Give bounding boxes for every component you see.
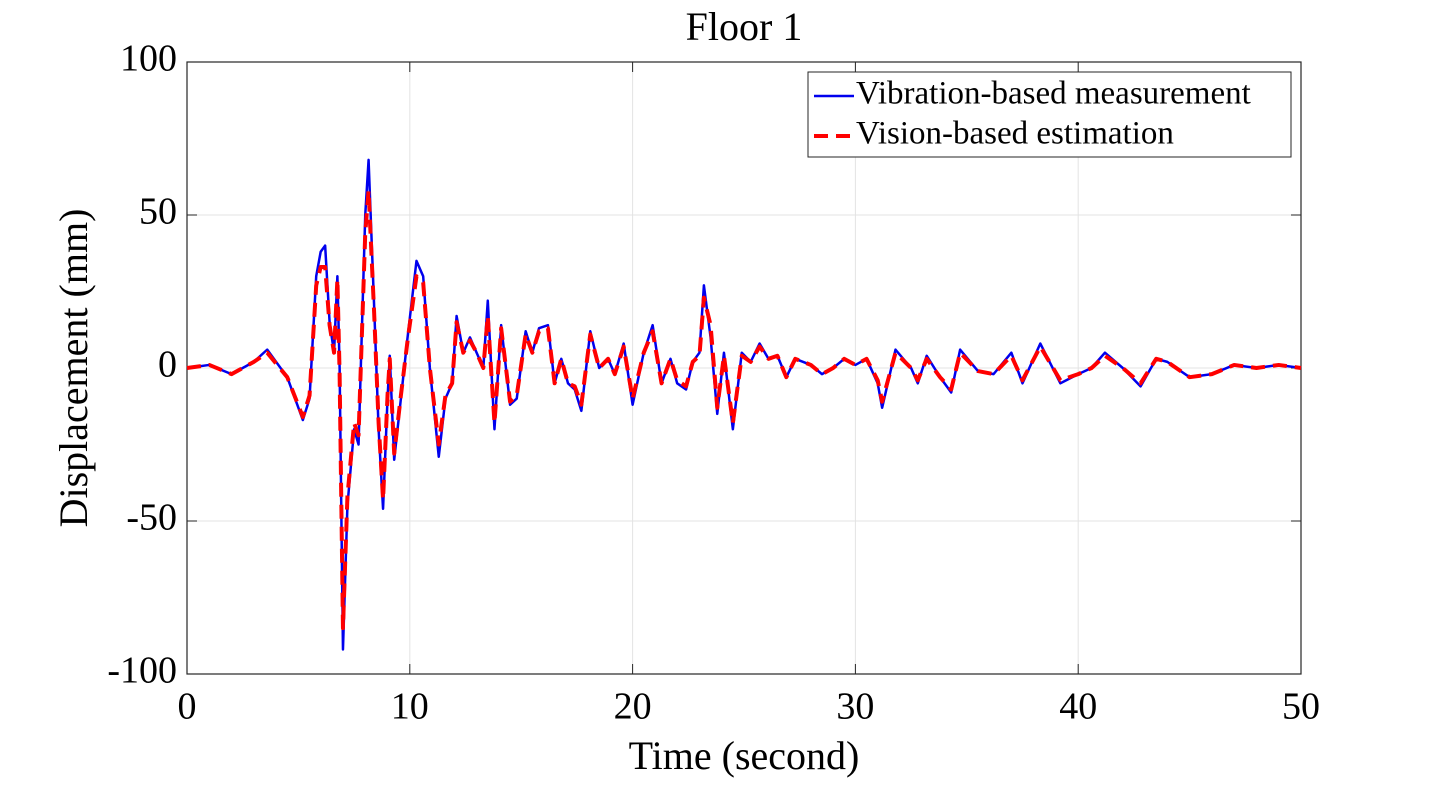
y-tick-label: 100 [120,38,177,80]
series-line [186,188,1302,631]
x-tick-label: 10 [391,686,429,728]
y-tick-label: 50 [139,191,177,233]
x-tick-label: 30 [836,686,874,728]
legend-box [807,71,1292,158]
legend-label: Vibration-based measurement [856,76,1251,112]
x-tick-label: 20 [614,686,652,728]
y-axis-label: Displacement (mm) [51,209,96,528]
x-tick-label: 50 [1282,686,1320,728]
x-tick-label: 0 [178,686,197,728]
x-axis-label: Time (second) [629,733,860,778]
legend-label: Vision-based estimation [856,116,1174,152]
x-tick-label: 40 [1059,686,1097,728]
series-line [186,158,1302,651]
y-tick-label: -100 [107,650,177,692]
y-tick-label: -50 [126,497,177,539]
chart-title: Floor 1 [686,4,803,49]
y-tick-label: 0 [158,344,177,386]
